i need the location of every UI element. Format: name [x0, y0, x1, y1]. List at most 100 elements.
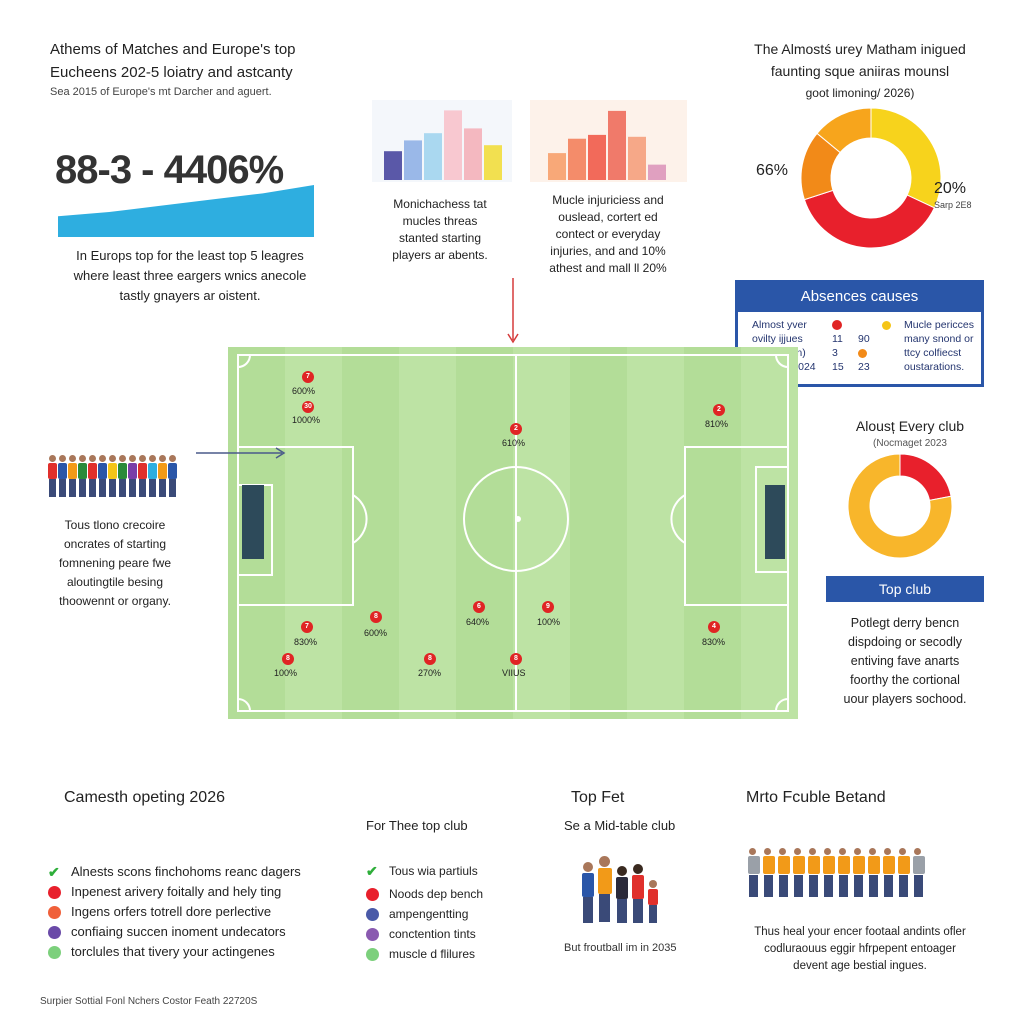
- page-title: Athems of Matches and Europe's top Euche…: [50, 38, 350, 84]
- bar: [588, 134, 606, 180]
- squad-illustration: [48, 455, 177, 499]
- player-marker-label: 100%: [274, 668, 298, 678]
- pitch-lines: [237, 354, 789, 712]
- intro-blurb-line: where least three eargers wnics anecole: [73, 268, 307, 283]
- list-item-text: muscle d flilures: [389, 947, 476, 961]
- person-figure-icon: [582, 862, 594, 924]
- donut-right-sub: Sarp 2E8: [934, 200, 972, 210]
- absences-causes-title: Absences causes: [738, 283, 981, 312]
- list-item: confiaing succen inoment undecators: [48, 922, 301, 942]
- player-figure-icon: [778, 848, 790, 898]
- top-club-line: uour players sochood.: [843, 692, 967, 706]
- list-item-text: Tous wia partiuls: [389, 864, 478, 878]
- green-dot-icon: [366, 947, 379, 961]
- pitch-stripe: [684, 347, 741, 719]
- pitch-stripe: [342, 347, 399, 719]
- person-figure-icon: [632, 864, 644, 924]
- player-figure-icon: [808, 848, 820, 898]
- cause-label: ovilty ijjues: [752, 333, 803, 345]
- donut-slice: [870, 107, 942, 209]
- bar: [648, 164, 666, 180]
- bottom-center-subheading: Se a Mid-table club: [564, 818, 676, 833]
- absences-causes-grid: Almost yver Mucle pericces ovilty ijjues…: [738, 312, 981, 374]
- caption-line: Mucle injuriciess and: [552, 193, 664, 207]
- donut-title-line: faunting sque aniiras mounsl: [770, 63, 950, 79]
- person-figure-icon: [616, 866, 628, 924]
- cause-num: 15: [832, 361, 844, 373]
- player-figure-icon: [898, 848, 910, 898]
- every-club-donut: [847, 453, 953, 559]
- caption-line: mucles threas: [402, 214, 478, 228]
- player-figure-icon: [58, 455, 67, 499]
- bottom-right-line: codluraouus eggir hfrpepent entoager: [764, 943, 956, 955]
- list-item-text: torclules that tivery your actingenes: [71, 944, 275, 959]
- list-item-text: Inpenest arivery foitally and hely ting: [71, 884, 282, 899]
- red-badge-icon: [832, 320, 842, 331]
- cause-num2: [858, 318, 880, 332]
- player-marker-label: 1000%: [292, 415, 321, 425]
- cause-num2: 90: [858, 333, 870, 345]
- bar: [424, 133, 442, 180]
- player-figure-icon: [913, 848, 925, 898]
- bottom-mid-list: ✔ Tous wia partiuls Noods dep bench ampen…: [366, 858, 483, 964]
- page-subtitle: Sea 2015 of Europe's mt Darcher and ague…: [50, 86, 272, 98]
- list-item: Inpenest arivery foitally and hely ting: [48, 882, 301, 902]
- person-figure-icon: [648, 880, 658, 924]
- bottom-left-list: ✔ Alnests scons finchohoms reanc dagers I…: [48, 862, 301, 962]
- top-club-line: foorthy the cortional: [850, 673, 960, 687]
- player-marker-label: 830%: [294, 637, 318, 647]
- player-figure-icon: [868, 848, 880, 898]
- bottom-right-line: devent age bestial ingues.: [793, 960, 927, 972]
- bar: [568, 138, 586, 180]
- caption-line: injuries, and and 10%: [550, 244, 666, 258]
- player-figure-icon: [118, 455, 127, 499]
- down-arrow-icon: [507, 278, 519, 344]
- cause-right: Mucle pericces: [904, 319, 975, 331]
- player-marker-label: 270%: [418, 668, 442, 678]
- player-marker-icon: 8: [282, 653, 294, 665]
- mini-chart-1-caption: Monichachess tat mucles threas stanted s…: [372, 196, 508, 264]
- player-marker-icon: 8: [424, 653, 436, 665]
- bar: [384, 151, 402, 180]
- bottom-center-caption: But froutball im in 2035: [564, 942, 677, 954]
- check-icon: ✔: [366, 863, 378, 879]
- side-blurb-line: oncrates of starting: [63, 537, 167, 551]
- cause-num: 3: [832, 347, 838, 359]
- orange-dot-icon: [48, 905, 61, 919]
- top-club-text: Potlegt derry bencn dispdoing or secodly…: [826, 614, 984, 709]
- player-figure-icon: [793, 848, 805, 898]
- player-marker-label: 100%: [537, 617, 561, 627]
- cause-dot: [882, 332, 902, 346]
- purple-dot-icon: [48, 925, 61, 939]
- list-item-text: Noods dep bench: [389, 887, 484, 901]
- bar: [484, 145, 502, 180]
- bar: [548, 153, 566, 180]
- list-item-text: Alnests scons finchohoms reanc dagers: [71, 864, 301, 879]
- family-illustration: [582, 856, 658, 924]
- player-marker-icon: 4: [708, 621, 720, 633]
- green-dot-icon: [48, 945, 61, 959]
- bottom-left-title: Camesth opeting 2026: [64, 789, 225, 806]
- player-marker-icon: 2: [510, 423, 522, 435]
- player-marker-icon: 8: [510, 653, 522, 665]
- cause-num: 11: [832, 333, 843, 345]
- side-blurb-line: thoowennt or organy.: [59, 594, 171, 608]
- donut-slice: [847, 453, 953, 559]
- list-item: ✔ Tous wia partiuls: [366, 858, 483, 884]
- player-figure-icon: [158, 455, 167, 499]
- cause-dot: [882, 346, 902, 360]
- list-item: ampengentting: [366, 904, 483, 924]
- player-figure-icon: [98, 455, 107, 499]
- cause-num: [832, 318, 856, 332]
- player-marker-label: 830%: [702, 637, 726, 647]
- donut-slice: [899, 453, 952, 501]
- donut-left-label: 66%: [756, 162, 789, 179]
- caption-line: athest and mall ll 20%: [549, 261, 667, 275]
- player-marker-label: 600%: [364, 628, 388, 638]
- caption-line: Monichachess tat: [393, 197, 487, 211]
- bar: [628, 136, 646, 180]
- side-blurb-line: aloutingtile besing: [66, 575, 164, 589]
- player-figure-icon: [108, 455, 117, 499]
- donut-slice: [803, 189, 936, 249]
- donut-slice: [816, 107, 872, 154]
